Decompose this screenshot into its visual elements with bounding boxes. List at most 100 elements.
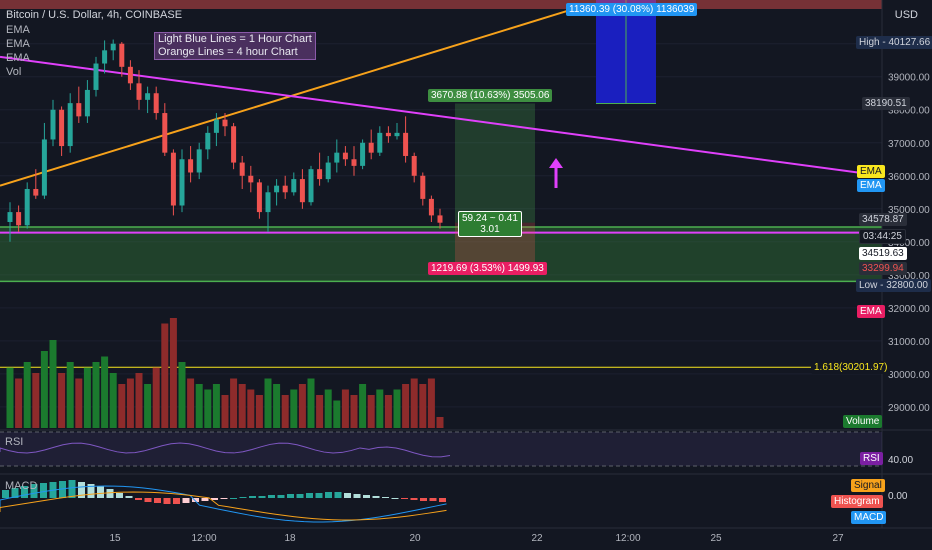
macd-histogram-bar <box>287 494 294 498</box>
risk-reward-line-2: 3.01 <box>480 224 500 235</box>
rsi-band <box>0 432 882 466</box>
measure-stop-label[interactable]: 1219.69 (3.53%) 1499.93 <box>428 262 547 275</box>
candle-body <box>170 152 176 206</box>
volume-bar <box>83 367 91 428</box>
measure-top-label[interactable]: 11360.39 (30.08%) 1136039 <box>566 3 698 16</box>
volume-bar <box>427 378 435 428</box>
currency-label[interactable]: USD <box>894 9 918 21</box>
volume-bar <box>58 373 66 428</box>
price-tick-label: 37000.00 <box>888 139 930 150</box>
volume-bar <box>152 367 160 428</box>
candle-body <box>7 212 13 222</box>
volume-bar <box>161 323 169 428</box>
macd-histogram-bar <box>306 493 313 498</box>
candle-body <box>196 149 202 173</box>
candle-body <box>291 179 297 193</box>
volume-bar <box>359 384 367 428</box>
candle-body <box>299 179 305 203</box>
target-box <box>455 103 535 223</box>
volume-bar <box>118 384 126 428</box>
signal-label: Signal <box>851 479 885 492</box>
price-tick-label: 38000.00 <box>888 106 930 117</box>
macd-level-label: 0.00 <box>888 491 908 502</box>
indicator-ema-2[interactable]: EMA <box>6 38 30 50</box>
time-tick-label: 25 <box>710 533 722 544</box>
candle-body <box>317 169 323 180</box>
macd-histogram-bar <box>372 496 380 498</box>
note-line-1: Light Blue Lines = 1 Hour Chart <box>158 33 312 45</box>
volume-bar <box>247 389 255 428</box>
candle-body <box>179 159 185 206</box>
last-price-label: 34578.87 <box>859 213 907 226</box>
candle-body <box>256 182 262 213</box>
macd-histogram-bar <box>363 495 370 498</box>
macd-histogram-bar <box>258 496 266 498</box>
volume-bar <box>376 389 384 428</box>
price-tick-label: 32000.00 <box>888 304 930 315</box>
risk-reward-label[interactable]: 59.24 ~ 0.41 3.01 <box>458 211 522 237</box>
macd-histogram-bar <box>163 498 171 504</box>
macd-histogram-bar <box>40 483 47 498</box>
price-tick-label: 31000.00 <box>888 337 930 348</box>
macd-histogram-bar <box>220 498 228 499</box>
indicator-ema-1[interactable]: EMA <box>6 24 30 36</box>
chart-note[interactable]: Light Blue Lines = 1 Hour Chart Orange L… <box>154 32 316 60</box>
volume-bar <box>264 378 272 428</box>
volume-bar <box>32 373 40 428</box>
macd-histogram-bar <box>334 492 342 498</box>
volume-bar <box>101 356 109 428</box>
candle-body <box>411 155 417 176</box>
macd-histogram-bar <box>144 498 152 502</box>
indicator-volume[interactable]: Vol <box>6 66 22 78</box>
candle-body <box>282 185 288 193</box>
candle-body <box>16 212 22 226</box>
candle-body <box>403 132 409 156</box>
macd-histogram-bar <box>249 496 256 498</box>
price-tick-label: 34000.00 <box>888 238 930 249</box>
volume-bar <box>350 395 358 428</box>
candle-body <box>119 43 125 67</box>
candle-body <box>385 132 391 137</box>
candle-body <box>334 152 340 163</box>
candle-body <box>59 109 65 147</box>
volume-bar <box>187 378 195 428</box>
measure-target-label[interactable]: 3670.88 (10.63%) 3505.06 <box>428 89 553 102</box>
signal-line <box>0 491 447 521</box>
macd-histogram-bar <box>59 481 66 498</box>
candle-body <box>162 113 168 153</box>
up-arrow-head <box>549 158 563 168</box>
price-tick-label: 36000.00 <box>888 172 930 183</box>
magenta-trendline <box>0 55 883 177</box>
volume-bar <box>135 373 143 428</box>
candle-body <box>437 215 443 223</box>
time-tick-label: 27 <box>832 533 844 544</box>
volume-bar <box>109 373 117 428</box>
time-tick-label: 15 <box>109 533 121 544</box>
macd-histogram-bar <box>401 498 408 499</box>
macd-label: MACD <box>851 511 887 524</box>
indicator-ema-3[interactable]: EMA <box>6 52 30 64</box>
volume-bar <box>419 384 427 428</box>
candle-body <box>188 159 194 173</box>
volume-bar <box>75 378 83 428</box>
candle-body <box>420 175 426 199</box>
volume-bar <box>230 378 238 428</box>
price-tick-label: 29000.00 <box>888 403 930 414</box>
volume-bar <box>178 362 186 428</box>
volume-bar <box>40 351 48 428</box>
high-label: High - 40127.66 <box>856 36 932 49</box>
orange-trendline <box>0 9 569 187</box>
candle-body <box>93 63 99 90</box>
volume-label: Volume <box>843 415 883 428</box>
risk-reward-line-1: 59.24 ~ 0.41 <box>462 213 518 224</box>
macd-histogram-bar <box>325 492 332 498</box>
countdown-label: 03:44:25 <box>859 229 906 244</box>
candle-body <box>377 132 383 153</box>
candle-body <box>265 192 271 213</box>
volume-bar <box>290 389 298 428</box>
macd-histogram-bar <box>429 498 437 501</box>
macd-histogram-bar <box>87 484 95 498</box>
volume-bar <box>212 384 220 428</box>
macd-histogram-bar <box>410 498 418 500</box>
